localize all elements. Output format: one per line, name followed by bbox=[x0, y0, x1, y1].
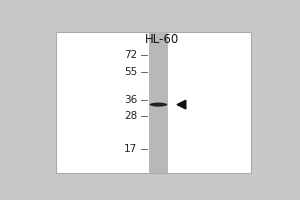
Bar bbox=[56, 32, 251, 173]
Text: 17: 17 bbox=[124, 144, 137, 154]
Polygon shape bbox=[177, 100, 186, 109]
Bar bbox=[149, 32, 168, 173]
Ellipse shape bbox=[150, 103, 167, 107]
Text: 36: 36 bbox=[124, 95, 137, 105]
Text: 72: 72 bbox=[124, 50, 137, 60]
Text: HL-60: HL-60 bbox=[145, 33, 179, 46]
Text: 55: 55 bbox=[124, 67, 137, 77]
Text: 28: 28 bbox=[124, 111, 137, 121]
